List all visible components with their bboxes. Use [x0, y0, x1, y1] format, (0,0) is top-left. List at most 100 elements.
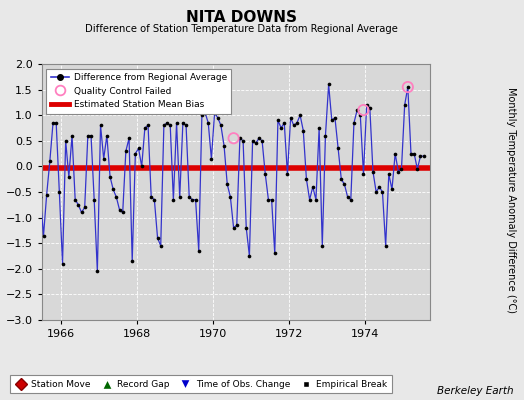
Point [280, 120, 289, 126]
Point [20, 117, 29, 124]
Point [191, 196, 200, 203]
Point [185, 194, 193, 200]
Point [24, 145, 32, 152]
Point [410, 150, 418, 157]
Point [309, 184, 317, 190]
Point [369, 168, 377, 175]
Point [78, 209, 86, 216]
Point [81, 204, 89, 210]
Point [356, 112, 365, 118]
Point [131, 150, 139, 157]
Point [397, 166, 406, 172]
Point [201, 110, 209, 116]
Point [68, 132, 76, 139]
Point [179, 120, 187, 126]
Point [118, 209, 127, 216]
Point [169, 196, 178, 203]
Text: Berkeley Earth: Berkeley Earth [437, 386, 514, 396]
Point [125, 135, 133, 142]
Point [214, 114, 222, 121]
Point [359, 171, 368, 177]
Point [176, 194, 184, 200]
Text: Monthly Temperature Anomaly Difference (°C): Monthly Temperature Anomaly Difference (… [506, 87, 516, 313]
Point [160, 122, 168, 129]
Point [96, 122, 105, 129]
Point [252, 140, 260, 146]
Text: NITA DOWNS: NITA DOWNS [185, 10, 297, 25]
Point [112, 194, 121, 200]
Point [188, 196, 196, 203]
Legend: Station Move, Record Gap, Time of Obs. Change, Empirical Break: Station Move, Record Gap, Time of Obs. C… [10, 376, 392, 394]
Point [230, 135, 238, 142]
Point [52, 120, 60, 126]
Point [375, 184, 384, 190]
Point [350, 120, 358, 126]
Point [226, 194, 235, 200]
Point [236, 135, 244, 142]
Point [264, 196, 272, 203]
Point [58, 260, 67, 267]
Point [61, 138, 70, 144]
Point [255, 135, 263, 142]
Point [233, 222, 241, 228]
Point [363, 102, 371, 108]
Point [334, 145, 342, 152]
Point [416, 153, 424, 159]
Point [274, 117, 282, 124]
Point [198, 112, 206, 118]
Point [140, 125, 149, 131]
Point [93, 268, 102, 274]
Point [359, 107, 368, 113]
Point [20, 117, 29, 124]
Point [302, 176, 311, 182]
Point [299, 127, 308, 134]
Text: Difference of Station Temperature Data from Regional Average: Difference of Station Temperature Data f… [84, 24, 398, 34]
Point [331, 114, 339, 121]
Point [39, 232, 48, 239]
Point [381, 242, 390, 249]
Point [122, 148, 130, 154]
Point [90, 196, 99, 203]
Point [207, 156, 215, 162]
Point [211, 110, 219, 116]
Point [248, 138, 257, 144]
Point [407, 150, 415, 157]
Point [87, 132, 95, 139]
Point [413, 166, 421, 172]
Point [290, 122, 298, 129]
Point [283, 171, 292, 177]
Point [346, 196, 355, 203]
Point [134, 145, 143, 152]
Point [163, 120, 171, 126]
Point [154, 235, 162, 241]
Point [74, 202, 83, 208]
Point [27, 130, 35, 136]
Point [296, 112, 304, 118]
Point [391, 150, 399, 157]
Point [172, 120, 181, 126]
Point [239, 138, 247, 144]
Point [321, 132, 330, 139]
Point [305, 196, 314, 203]
Point [30, 143, 38, 149]
Point [166, 122, 174, 129]
Point [137, 163, 146, 170]
Point [324, 81, 333, 88]
Point [33, 169, 41, 176]
Point [343, 194, 352, 200]
Point [182, 122, 190, 129]
Point [157, 242, 165, 249]
Point [287, 114, 295, 121]
Point [267, 196, 276, 203]
Point [245, 253, 254, 259]
Point [84, 132, 92, 139]
Point [242, 225, 250, 231]
Point [147, 194, 156, 200]
Point [150, 196, 159, 203]
Legend: Difference from Regional Average, Quality Control Failed, Estimated Station Mean: Difference from Regional Average, Qualit… [47, 68, 231, 114]
Point [261, 171, 269, 177]
Point [385, 171, 393, 177]
Point [318, 242, 326, 249]
Point [403, 84, 412, 90]
Point [103, 132, 111, 139]
